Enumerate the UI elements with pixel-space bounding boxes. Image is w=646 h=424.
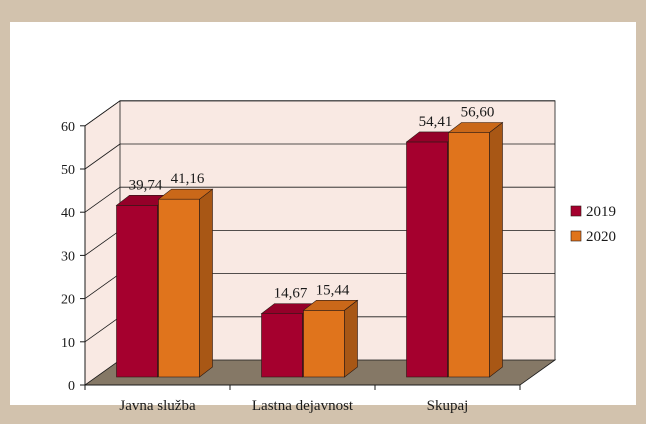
bar-side-2020-2: [344, 299, 358, 378]
data-label: 15,44: [316, 282, 350, 298]
side-wall-top-edge: [84, 100, 121, 127]
legend-label-2020: 2020: [586, 229, 616, 245]
bar-side-2020-1: [199, 188, 213, 378]
y-tick-label: 10: [61, 336, 75, 351]
gridline-diagonal: [84, 273, 121, 299]
bar-2020-1: [158, 198, 200, 378]
bar-top-2020-3: [447, 122, 504, 133]
bar-top-2020-1: [157, 188, 214, 200]
legend-swatch-2020: [570, 230, 582, 242]
legend-label-2019: 2019: [586, 204, 616, 220]
gridline-diagonal: [84, 143, 121, 170]
y-tick-label: 40: [61, 206, 75, 221]
data-label: 41,16: [171, 171, 205, 187]
bar-2020-3: [448, 132, 490, 378]
data-label: 39,74: [129, 177, 163, 193]
data-label: 56,60: [461, 104, 495, 120]
gridline-diagonal: [84, 316, 121, 343]
bar-2019-2: [261, 313, 303, 378]
y-tick-label: 0: [68, 379, 75, 394]
x-category-label: Lastna dejavnost: [252, 398, 354, 414]
y-tick-label: 20: [61, 293, 75, 308]
x-category-label: Javna služba: [119, 398, 196, 414]
bar-2019-3: [406, 141, 448, 378]
y-tick-label: 30: [61, 249, 75, 264]
bar-2020-2: [303, 309, 345, 378]
x-category-label: Skupaj: [427, 398, 469, 414]
y-tick-label: 50: [61, 163, 75, 178]
data-label: 54,41: [419, 114, 453, 130]
legend-swatch-2019: [570, 205, 582, 217]
bar-top-2020-2: [302, 299, 359, 311]
gridline-diagonal: [84, 186, 121, 213]
bar-side-2020-3: [489, 121, 503, 378]
y-tick-label: 60: [61, 120, 75, 135]
data-label: 14,67: [274, 286, 308, 302]
bar-2019-1: [116, 205, 158, 378]
gridline-diagonal: [84, 230, 121, 256]
